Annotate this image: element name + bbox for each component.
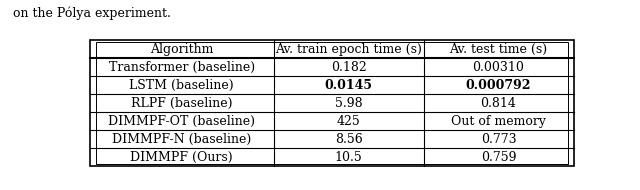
Text: Av. test time (s): Av. test time (s) bbox=[449, 43, 548, 56]
Text: 0.0145: 0.0145 bbox=[324, 79, 372, 92]
Text: DIMMPF-N (baseline): DIMMPF-N (baseline) bbox=[112, 133, 252, 146]
Text: 0.773: 0.773 bbox=[481, 133, 516, 146]
Text: 10.5: 10.5 bbox=[335, 151, 362, 164]
Text: Algorithm: Algorithm bbox=[150, 43, 214, 56]
Text: 8.56: 8.56 bbox=[335, 133, 362, 146]
Text: 425: 425 bbox=[337, 115, 360, 128]
Text: 0.759: 0.759 bbox=[481, 151, 516, 164]
Text: Transformer (baseline): Transformer (baseline) bbox=[109, 61, 255, 74]
Text: 5.98: 5.98 bbox=[335, 97, 362, 110]
Text: 0.00310: 0.00310 bbox=[472, 61, 525, 74]
Text: on the Pólya experiment.: on the Pólya experiment. bbox=[13, 7, 171, 20]
Text: 0.000792: 0.000792 bbox=[466, 79, 531, 92]
Text: Av. train epoch time (s): Av. train epoch time (s) bbox=[275, 43, 422, 56]
Text: DIMMPF-OT (baseline): DIMMPF-OT (baseline) bbox=[108, 115, 255, 128]
Text: DIMMPF (Ours): DIMMPF (Ours) bbox=[131, 151, 233, 164]
Text: Out of memory: Out of memory bbox=[451, 115, 546, 128]
Text: 0.182: 0.182 bbox=[331, 61, 367, 74]
Text: 0.814: 0.814 bbox=[481, 97, 516, 110]
Text: LSTM (baseline): LSTM (baseline) bbox=[129, 79, 234, 92]
Text: RLPF (baseline): RLPF (baseline) bbox=[131, 97, 232, 110]
